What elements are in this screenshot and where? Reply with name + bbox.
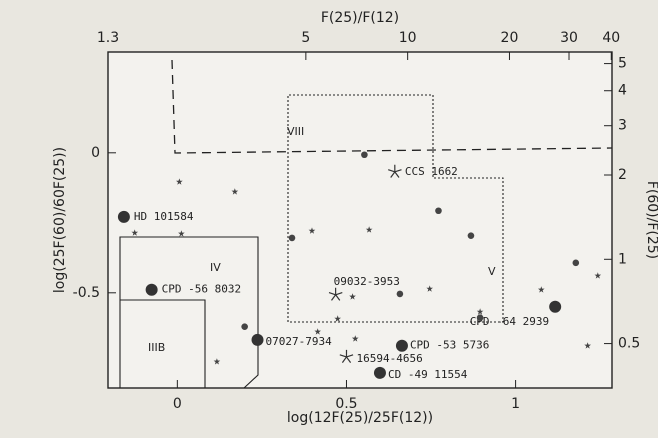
point (476, 308, 484, 315)
point (131, 229, 139, 236)
point (314, 328, 321, 335)
point (361, 151, 368, 159)
point (288, 234, 296, 242)
point (435, 207, 442, 215)
point-label: CPD -64 2939 (470, 315, 549, 328)
y-axis-title: log(25F(60)/60F(25)) (52, 147, 68, 293)
point-label: CD -49 11554 (388, 368, 468, 381)
x2-axis-title: F(25)/F(12) (321, 10, 399, 26)
region-boundary (171, 59, 613, 154)
point (176, 178, 183, 185)
point-label: CPD -56 8032 (162, 283, 241, 296)
point-label: 09032-3953 (334, 275, 400, 288)
point-label: HD 101584 (134, 210, 194, 223)
region-label: IV (210, 261, 221, 274)
point (339, 349, 354, 363)
x2-tick-label: 20 (501, 30, 519, 46)
point (365, 226, 373, 233)
point (328, 287, 343, 301)
point (145, 283, 158, 296)
point (395, 339, 408, 352)
x-tick-label: 0 (173, 396, 182, 412)
point (549, 300, 562, 313)
y2-tick-label: 2 (618, 167, 627, 183)
y-tick-label: -0.5 (73, 285, 100, 301)
x2-tick-label: 30 (560, 30, 578, 46)
point (117, 210, 130, 223)
x2-tick-label: 1.3 (97, 30, 119, 46)
point (388, 164, 402, 178)
y2-tick-label: 3 (618, 118, 627, 134)
point (426, 285, 433, 292)
point (351, 335, 359, 342)
point-label: CPD -53 5736 (410, 339, 489, 352)
y-tick-label: 0 (91, 145, 100, 161)
point (178, 230, 185, 237)
point (584, 342, 591, 349)
x2-tick-label: 5 (301, 30, 310, 46)
point (213, 358, 221, 365)
point (467, 232, 475, 239)
y2-tick-label: 0.5 (618, 336, 640, 352)
region-label: IIIB (148, 341, 165, 354)
point (308, 227, 316, 234)
point (538, 286, 545, 293)
region-boundary (120, 299, 206, 388)
region-label: VIII (287, 125, 304, 138)
region-boundary (119, 236, 259, 389)
x-tick-label: 0.5 (335, 396, 357, 412)
y2-tick-label: 4 (618, 83, 627, 99)
point (241, 323, 248, 330)
point-label: 07027-7934 (266, 335, 333, 348)
point-label: 16594-4656 (356, 352, 422, 365)
plot-frame (107, 51, 613, 389)
y2-axis-title: F(60)/F(25) (644, 181, 658, 259)
point-label: CCS 1662 (405, 165, 458, 178)
x2-tick-label: 40 (602, 30, 620, 46)
point (231, 188, 239, 195)
y2-tick-label: 5 (618, 56, 627, 72)
x-axis-title: log(12F(25)/25F(12)) (287, 410, 433, 426)
point (476, 314, 484, 322)
x2-tick-label: 10 (399, 30, 417, 46)
point (251, 333, 264, 346)
region-boundary (287, 94, 504, 323)
x-tick-label: 1 (511, 396, 520, 412)
point (349, 293, 356, 300)
point (396, 290, 404, 298)
region-label: V (488, 265, 496, 278)
y2-tick-label: 1 (618, 251, 627, 267)
point (572, 259, 580, 267)
point (334, 315, 341, 322)
point (594, 272, 602, 279)
point (373, 366, 386, 379)
